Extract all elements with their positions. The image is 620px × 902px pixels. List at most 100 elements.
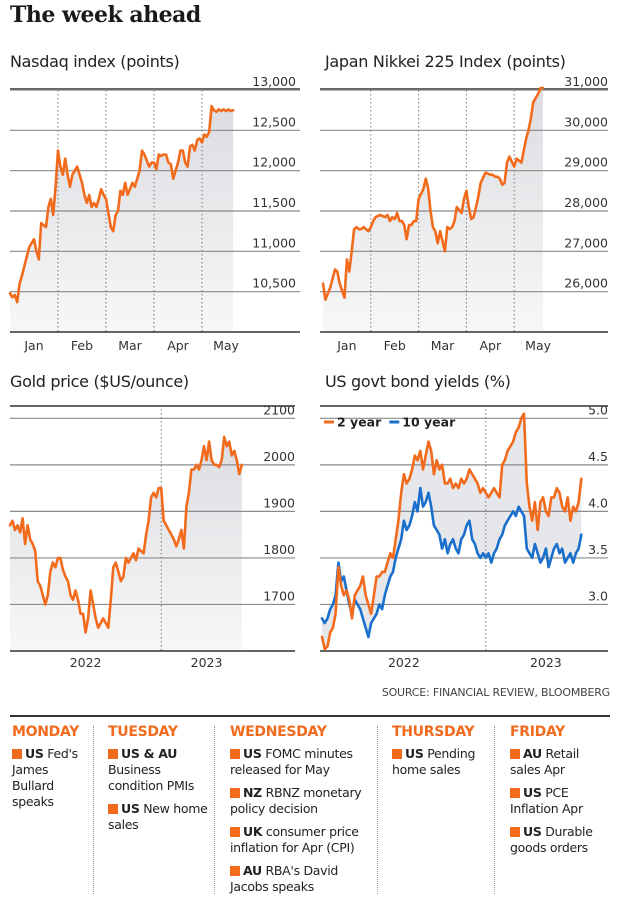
bonds-chart: 3.0 3.5 4.0 4.5 5.0 2022 2023 2 year 10 year <box>320 402 608 670</box>
bonds-chart-title: US govt bond yields (%) <box>325 372 511 391</box>
x-tick-label: Feb <box>71 338 93 353</box>
x-tick-label: Feb <box>384 338 406 353</box>
x-tick-label: Jan <box>336 338 356 353</box>
column-separator <box>377 726 378 894</box>
event-country: US <box>243 746 262 761</box>
x-tick-label: Mar <box>118 338 142 353</box>
headline: The week ahead <box>10 2 201 28</box>
event-item: US Pending home sales <box>392 746 487 778</box>
y-tick-label: 28,000 <box>564 195 608 210</box>
event-item: US Fed's James Bullard speaks <box>12 746 90 810</box>
nasdaq-chart-title: Nasdaq index (points) <box>10 52 180 71</box>
x-tick-label: May <box>525 338 551 353</box>
event-text: Durable goods orders <box>510 824 593 855</box>
y-tick-label: 1900 <box>263 495 295 510</box>
column-separator <box>214 726 215 894</box>
y-tick-label: 26,000 <box>564 276 608 291</box>
gold-chart: 1700 1800 1900 2000 2100 2022 2023 <box>8 402 295 670</box>
area-fill <box>10 436 242 651</box>
y-tick-label: 30,000 <box>564 114 608 129</box>
event-text: consumer price inflation for Apr (CPI) <box>230 824 359 855</box>
event-country: AU <box>523 746 542 761</box>
event-country: NZ <box>243 785 262 800</box>
nasdaq-chart: 10,500 11,000 11,500 12,000 12,500 13,000 Jan F… <box>8 74 300 353</box>
column-separator <box>494 726 495 894</box>
y-tick-label: 5.0 <box>588 402 608 417</box>
y-tick-label: 3.0 <box>588 588 608 603</box>
calendar-divider <box>10 715 610 717</box>
bullet-square-icon <box>108 749 118 759</box>
event-item: AU Retail sales Apr <box>510 746 610 778</box>
area-fill <box>323 88 543 332</box>
event-text: FOMC minutes released for May <box>230 746 353 777</box>
y-tick-label: 12,500 <box>252 114 296 129</box>
day-friday: FRIDAY AU Retail sales Apr US PCE Inflat… <box>510 724 610 863</box>
event-country: US <box>405 746 424 761</box>
day-name: MONDAY <box>12 724 80 740</box>
event-item: UK consumer price inflation for Apr (CPI… <box>230 824 370 856</box>
bullet-square-icon <box>392 749 402 759</box>
series-line-2-year <box>320 412 583 651</box>
y-tick-label: 1700 <box>263 588 295 603</box>
event-text: Fed's James Bullard speaks <box>12 746 78 809</box>
x-tick-label: May <box>213 338 239 353</box>
event-text: New home sales <box>108 801 208 832</box>
event-country: US <box>523 785 542 800</box>
event-text: Pending home sales <box>392 746 476 777</box>
x-tick-label: Apr <box>167 338 189 353</box>
legend-label: 2 year <box>337 415 382 430</box>
column-separator <box>93 726 94 894</box>
x-tick-label: 2022 <box>70 655 102 670</box>
nikkei-chart-title: Japan Nikkei 225 Index (points) <box>325 52 566 71</box>
day-name: TUESDAY <box>108 724 178 740</box>
day-wednesday: WEDNESDAY US FOMC minutes released for M… <box>230 724 370 902</box>
x-tick-label: Apr <box>479 338 501 353</box>
y-tick-label: 11,000 <box>252 235 296 250</box>
y-tick-label: 4.5 <box>588 449 608 464</box>
source-note: SOURCE: FINANCIAL REVIEW, BLOOMBERG <box>381 686 610 699</box>
event-country: US <box>121 801 140 816</box>
event-item: US New home sales <box>108 801 208 833</box>
series-line-nasdaq <box>8 104 235 304</box>
event-country: AU <box>243 863 262 878</box>
y-tick-label: 11,500 <box>252 195 296 210</box>
series-line-nikkei-225 <box>321 86 545 301</box>
y-tick-label: 31,000 <box>564 74 608 89</box>
y-tick-label: 4.0 <box>588 495 608 510</box>
event-item: NZ RBNZ monetary policy decision <box>230 785 370 817</box>
bullet-square-icon <box>510 788 520 798</box>
legend-label: 10 year <box>402 415 456 430</box>
x-tick-label: 2023 <box>530 655 562 670</box>
event-item: AU RBA's David Jacobs speaks <box>230 863 370 895</box>
event-text: PCE Inflation Apr <box>510 785 583 816</box>
event-country: US <box>25 746 44 761</box>
event-country: US & AU <box>121 746 178 761</box>
y-tick-label: 27,000 <box>564 235 608 250</box>
bullet-square-icon <box>108 804 118 814</box>
nikkei-chart: 26,000 27,000 28,000 29,000 30,000 31,000 Jan F… <box>320 74 608 353</box>
bullet-square-icon <box>510 827 520 837</box>
day-tuesday: TUESDAY US & AU Business condition PMIs … <box>108 724 208 840</box>
gold-chart-title: Gold price ($US/ounce) <box>10 372 189 391</box>
x-tick-label: Jan <box>23 338 43 353</box>
area-fill <box>10 106 234 332</box>
event-text: Retail sales Apr <box>510 746 580 777</box>
event-item: US FOMC minutes released for May <box>230 746 370 778</box>
day-name: WEDNESDAY <box>230 724 327 740</box>
bullet-square-icon <box>510 749 520 759</box>
x-tick-label: Mar <box>431 338 455 353</box>
y-tick-label: 12,000 <box>252 155 296 170</box>
day-name: FRIDAY <box>510 724 566 740</box>
event-item: US Durable goods orders <box>510 824 610 856</box>
y-tick-label: 10,500 <box>252 276 296 291</box>
day-name: THURSDAY <box>392 724 475 740</box>
y-tick-label: 2100 <box>263 402 295 417</box>
bullet-square-icon <box>230 749 240 759</box>
event-item: US & AU Business condition PMIs <box>108 746 208 794</box>
y-tick-label: 29,000 <box>564 155 608 170</box>
event-text: RBA's David Jacobs speaks <box>230 863 339 894</box>
series-line-10-year <box>320 486 583 639</box>
event-item: US PCE Inflation Apr <box>510 785 610 817</box>
bullet-square-icon <box>12 749 22 759</box>
x-tick-label: 2022 <box>388 655 420 670</box>
